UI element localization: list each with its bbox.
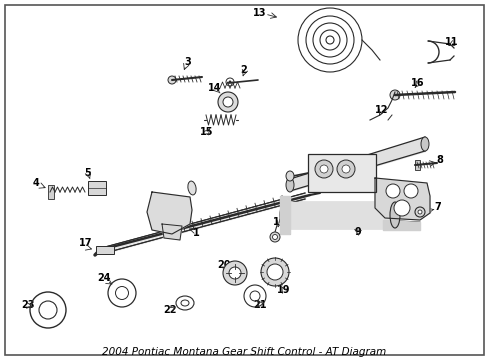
Text: 20: 20	[217, 260, 230, 270]
Circle shape	[225, 78, 234, 86]
Ellipse shape	[228, 267, 241, 279]
Circle shape	[341, 165, 349, 173]
Text: 1: 1	[192, 228, 199, 238]
Text: 19: 19	[277, 285, 290, 295]
Circle shape	[168, 76, 176, 84]
Text: 24: 24	[97, 273, 110, 283]
Text: 23: 23	[21, 300, 35, 310]
Text: 22: 22	[163, 305, 176, 315]
Text: 9: 9	[354, 227, 361, 237]
Ellipse shape	[269, 232, 280, 242]
Ellipse shape	[272, 234, 277, 239]
Text: 6: 6	[394, 193, 401, 203]
Text: 2004 Pontiac Montana Gear Shift Control - AT Diagram: 2004 Pontiac Montana Gear Shift Control …	[102, 347, 386, 357]
Circle shape	[389, 90, 399, 100]
Bar	[414, 160, 419, 170]
Text: 16: 16	[410, 78, 424, 88]
Ellipse shape	[285, 171, 293, 181]
Ellipse shape	[218, 92, 238, 112]
Text: 3: 3	[184, 57, 191, 67]
Text: 14: 14	[208, 83, 221, 93]
Ellipse shape	[285, 178, 293, 192]
Text: 4: 4	[33, 178, 40, 188]
Text: 12: 12	[374, 105, 388, 115]
Ellipse shape	[280, 202, 289, 228]
Ellipse shape	[266, 264, 283, 280]
Text: 21: 21	[253, 300, 266, 310]
Polygon shape	[280, 196, 289, 234]
Circle shape	[228, 81, 231, 84]
Text: 2: 2	[240, 65, 247, 75]
Text: 10: 10	[273, 217, 286, 227]
Text: 11: 11	[445, 37, 458, 47]
Text: 7: 7	[434, 202, 441, 212]
Text: 18: 18	[349, 170, 363, 180]
Ellipse shape	[261, 258, 288, 286]
Ellipse shape	[389, 202, 399, 228]
Polygon shape	[162, 224, 182, 240]
Circle shape	[393, 200, 409, 216]
Ellipse shape	[417, 210, 421, 214]
Circle shape	[336, 160, 354, 178]
Ellipse shape	[223, 97, 232, 107]
Text: 8: 8	[436, 155, 443, 165]
Circle shape	[319, 165, 327, 173]
Bar	[48, 185, 54, 199]
Ellipse shape	[420, 137, 428, 151]
Text: 15: 15	[200, 127, 213, 137]
Bar	[96, 246, 114, 254]
Ellipse shape	[223, 261, 246, 285]
Bar	[307, 154, 375, 192]
Text: 5: 5	[84, 168, 91, 178]
Ellipse shape	[187, 181, 196, 195]
Polygon shape	[374, 178, 429, 220]
Ellipse shape	[414, 207, 424, 217]
Bar	[88, 181, 106, 195]
Polygon shape	[147, 192, 192, 234]
Circle shape	[385, 184, 399, 198]
Circle shape	[314, 160, 332, 178]
Text: 13: 13	[253, 8, 266, 18]
Text: 17: 17	[79, 238, 93, 248]
Circle shape	[403, 184, 417, 198]
